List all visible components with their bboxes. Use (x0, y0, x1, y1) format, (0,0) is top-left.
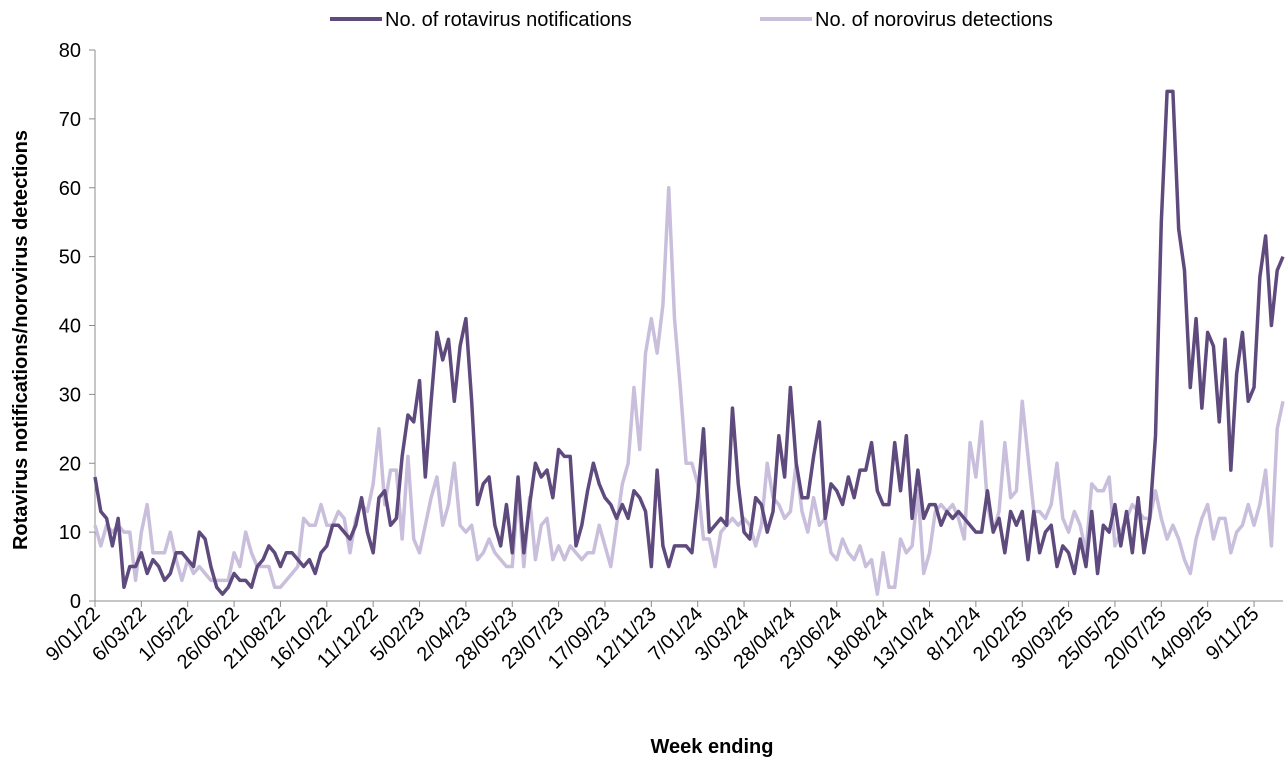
series-line (93, 89, 1285, 596)
series-line (93, 186, 1285, 596)
y-tick-label: 50 (59, 247, 81, 269)
y-tick-label: 40 (59, 316, 81, 338)
legend-label: No. of rotavirus notifications (385, 9, 632, 31)
y-tick-label: 30 (59, 384, 81, 406)
y-tick-label: 80 (59, 40, 81, 62)
y-tick-label: 20 (59, 453, 81, 475)
x-tick-label: 9/11/25 (1202, 603, 1264, 665)
y-tick-label: 60 (59, 178, 81, 200)
y-tick-label: 70 (59, 109, 81, 131)
y-tick-label: 0 (70, 591, 81, 613)
x-axis-title: Week ending (651, 736, 774, 758)
legend-label: No. of norovirus detections (815, 9, 1053, 31)
y-tick-label: 10 (59, 522, 81, 544)
y-axis-title: Rotavirus notifications/norovirus detect… (10, 130, 32, 550)
